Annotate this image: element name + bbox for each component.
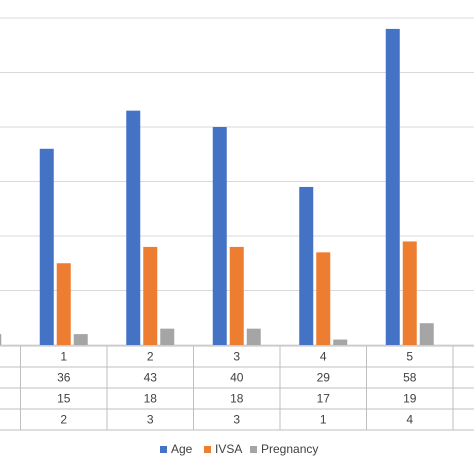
bar-pregnancy-3 [246,328,261,345]
bar-age-5 [385,28,400,346]
bar-ivsa-3 [229,246,244,345]
bar-age-2 [126,110,141,346]
data-label-age: 36 [57,371,71,385]
bar-ivsa-2 [143,246,158,345]
bar-age-1 [39,148,54,345]
data-label-ivsa: 17 [317,392,331,406]
category-label: 3 [233,350,240,364]
bar-pregnancy-4 [333,339,348,345]
data-label-age: 29 [317,371,331,385]
legend: Age IVSA Pregnancy [160,442,318,456]
bar-pregnancy-5 [419,323,434,345]
category-label: 2 [147,350,154,364]
bar-age-4 [299,186,314,345]
legend-swatch-pregnancy [250,446,257,453]
data-label-age: 40 [230,371,244,385]
data-label-age: 43 [144,371,158,385]
category-label: 4 [320,350,327,364]
data-label-ivsa: 18 [230,392,244,406]
bar-pregnancy-1 [73,334,88,345]
data-label-pregnancy: 3 [233,413,240,427]
data-label-pregnancy: 4 [406,413,413,427]
legend-label-ivsa: IVSA [215,442,242,456]
data-label-pregnancy: 3 [147,413,154,427]
bar-pregnancy-0 [0,334,2,345]
gridlines [0,17,474,346]
bar-age-3 [212,127,227,345]
legend-swatch-ivsa [204,446,211,453]
legend-label-age: Age [171,442,193,456]
bar-pregnancy-2 [160,328,175,345]
data-label-ivsa: 19 [403,392,417,406]
category-label: 1 [60,350,67,364]
bar-ivsa-1 [56,263,71,345]
category-label: 5 [406,350,413,364]
data-label-age: 58 [403,371,417,385]
bar-ivsa-4 [316,252,331,345]
data-label-pregnancy: 1 [320,413,327,427]
legend-swatch-age [160,446,167,453]
data-label-ivsa: 18 [144,392,158,406]
data-label-pregnancy: 2 [60,413,67,427]
data-table: 036172136152243183340183429171558194 [0,345,474,431]
legend-label-pregnancy: Pregnancy [261,442,318,456]
bars [0,28,434,346]
bar-ivsa-5 [402,241,417,345]
data-label-ivsa: 15 [57,392,71,406]
